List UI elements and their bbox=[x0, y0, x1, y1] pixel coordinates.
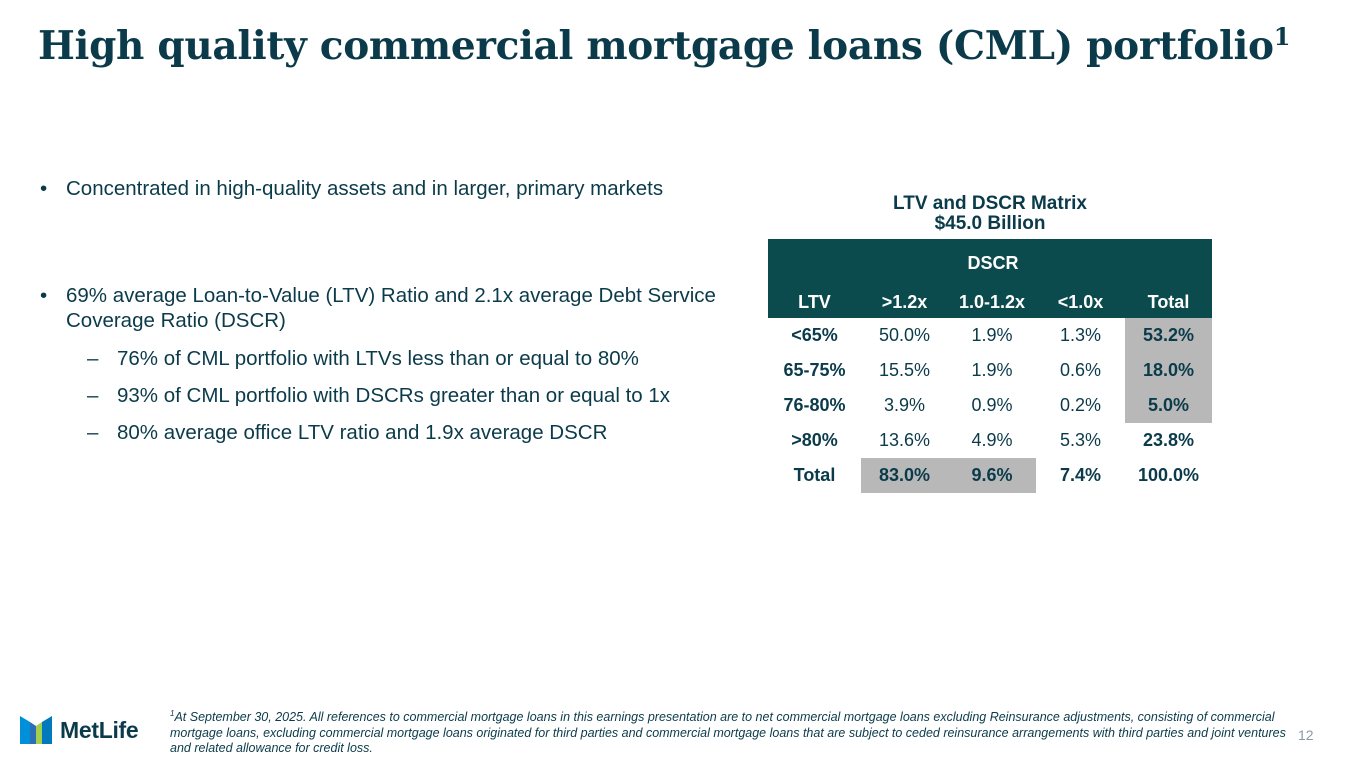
table-cell: 0.2% bbox=[1059, 395, 1102, 415]
dscr-group-header: DSCR bbox=[861, 239, 1125, 286]
table-row: 65-75% 15.5% 1.9% 0.6% 18.0% bbox=[768, 353, 1212, 388]
row-total-cell: 18.0% bbox=[1125, 353, 1212, 388]
page-title-text: High quality commercial mortgage loans (… bbox=[38, 23, 1274, 69]
matrix-title-text: LTV and DSCR Matrix bbox=[893, 193, 1087, 214]
row-label: <65% bbox=[791, 325, 838, 345]
table-row-total: Total 83.0% 9.6% 7.4% 100.0% bbox=[768, 458, 1212, 493]
bullet-mark: • bbox=[40, 284, 48, 307]
bullet-text: Concentrated in high-quality assets and … bbox=[66, 177, 664, 200]
row-label: Total bbox=[793, 465, 836, 485]
col-header-1-0-1-2x: 1.0-1.2x bbox=[948, 286, 1036, 318]
bullet-mark: • bbox=[40, 177, 48, 200]
matrix-title: LTV and DSCR Matrix $45.0 Billion bbox=[768, 194, 1212, 234]
metlife-wordmark: MetLife bbox=[60, 716, 139, 743]
row-label: 76-80% bbox=[783, 395, 846, 415]
matrix-subtitle: $45.0 Billion bbox=[934, 213, 1046, 234]
bullet-item: • Concentrated in high-quality assets an… bbox=[40, 176, 720, 201]
dash-mark: – bbox=[87, 421, 99, 444]
title-footnote-marker: 1 bbox=[1273, 22, 1291, 51]
matrix-corner bbox=[768, 239, 861, 286]
row-label: 65-75% bbox=[783, 360, 846, 380]
footnote: 1At September 30, 2025. All references t… bbox=[170, 706, 1290, 757]
footnote-text: At September 30, 2025. All references to… bbox=[170, 710, 1286, 756]
matrix-header-row: LTV >1.2x 1.0-1.2x <1.0x Total bbox=[768, 286, 1212, 318]
col-header-total: Total bbox=[1125, 286, 1212, 318]
dash-mark: – bbox=[87, 347, 99, 370]
table-cell: 1.3% bbox=[1059, 325, 1102, 345]
col-header-gt-1-2x: >1.2x bbox=[861, 286, 948, 318]
table-cell: 0.6% bbox=[1059, 360, 1102, 380]
sub-bullet-text: 76% of CML portfolio with LTVs less than… bbox=[117, 347, 639, 370]
sub-bullet-item: – 93% of CML portfolio with DSCRs greate… bbox=[40, 383, 720, 408]
row-total-cell: 53.2% bbox=[1125, 318, 1212, 353]
table-cell: 13.6% bbox=[878, 430, 931, 450]
table-cell: 1.9% bbox=[971, 325, 1013, 345]
dash-mark: – bbox=[87, 384, 99, 407]
metlife-logo: MetLife bbox=[20, 716, 139, 744]
row-total-cell: 5.0% bbox=[1125, 388, 1212, 423]
matrix-group-header-row: DSCR bbox=[768, 239, 1212, 286]
grand-total-cell: 100.0% bbox=[1137, 465, 1200, 485]
page-title: High quality commercial mortgage loans (… bbox=[38, 22, 1290, 69]
table-cell: 0.9% bbox=[971, 395, 1013, 415]
table-cell: 9.6% bbox=[948, 458, 1036, 493]
row-total-cell: 23.8% bbox=[1142, 430, 1195, 450]
table-cell: 1.9% bbox=[971, 360, 1013, 380]
table-row: <65% 50.0% 1.9% 1.3% 53.2% bbox=[768, 318, 1212, 353]
sub-bullet-text: 93% of CML portfolio with DSCRs greater … bbox=[117, 384, 671, 407]
ltv-dscr-matrix: DSCR LTV >1.2x 1.0-1.2x <1.0x Total <65%… bbox=[768, 239, 1212, 493]
row-label: >80% bbox=[791, 430, 838, 450]
table-cell: 50.0% bbox=[878, 325, 931, 345]
col-header-lt-1-0x: <1.0x bbox=[1036, 286, 1125, 318]
table-row: >80% 13.6% 4.9% 5.3% 23.8% bbox=[768, 423, 1212, 458]
metlife-m-icon bbox=[20, 716, 52, 744]
table-cell: 5.3% bbox=[1059, 430, 1102, 450]
table-cell: 15.5% bbox=[878, 360, 931, 380]
sub-bullet-item: – 80% average office LTV ratio and 1.9x … bbox=[40, 420, 720, 445]
table-cell: 4.9% bbox=[971, 430, 1013, 450]
col-header-ltv: LTV bbox=[768, 286, 861, 318]
bullet-item: • 69% average Loan-to-Value (LTV) Ratio … bbox=[40, 283, 720, 333]
bullet-text: 69% average Loan-to-Value (LTV) Ratio an… bbox=[66, 284, 716, 332]
table-cell: 7.4% bbox=[1059, 465, 1102, 485]
table-row: 76-80% 3.9% 0.9% 0.2% 5.0% bbox=[768, 388, 1212, 423]
matrix-header-spacer bbox=[1125, 239, 1212, 286]
sub-bullet-item: – 76% of CML portfolio with LTVs less th… bbox=[40, 346, 720, 371]
sub-bullet-text: 80% average office LTV ratio and 1.9x av… bbox=[117, 421, 608, 444]
footnote-marker: 1 bbox=[170, 709, 175, 718]
bullet-list: • Concentrated in high-quality assets an… bbox=[40, 176, 720, 445]
table-cell: 3.9% bbox=[883, 395, 926, 415]
table-cell: 83.0% bbox=[861, 458, 948, 493]
page-number: 12 bbox=[1298, 727, 1314, 743]
